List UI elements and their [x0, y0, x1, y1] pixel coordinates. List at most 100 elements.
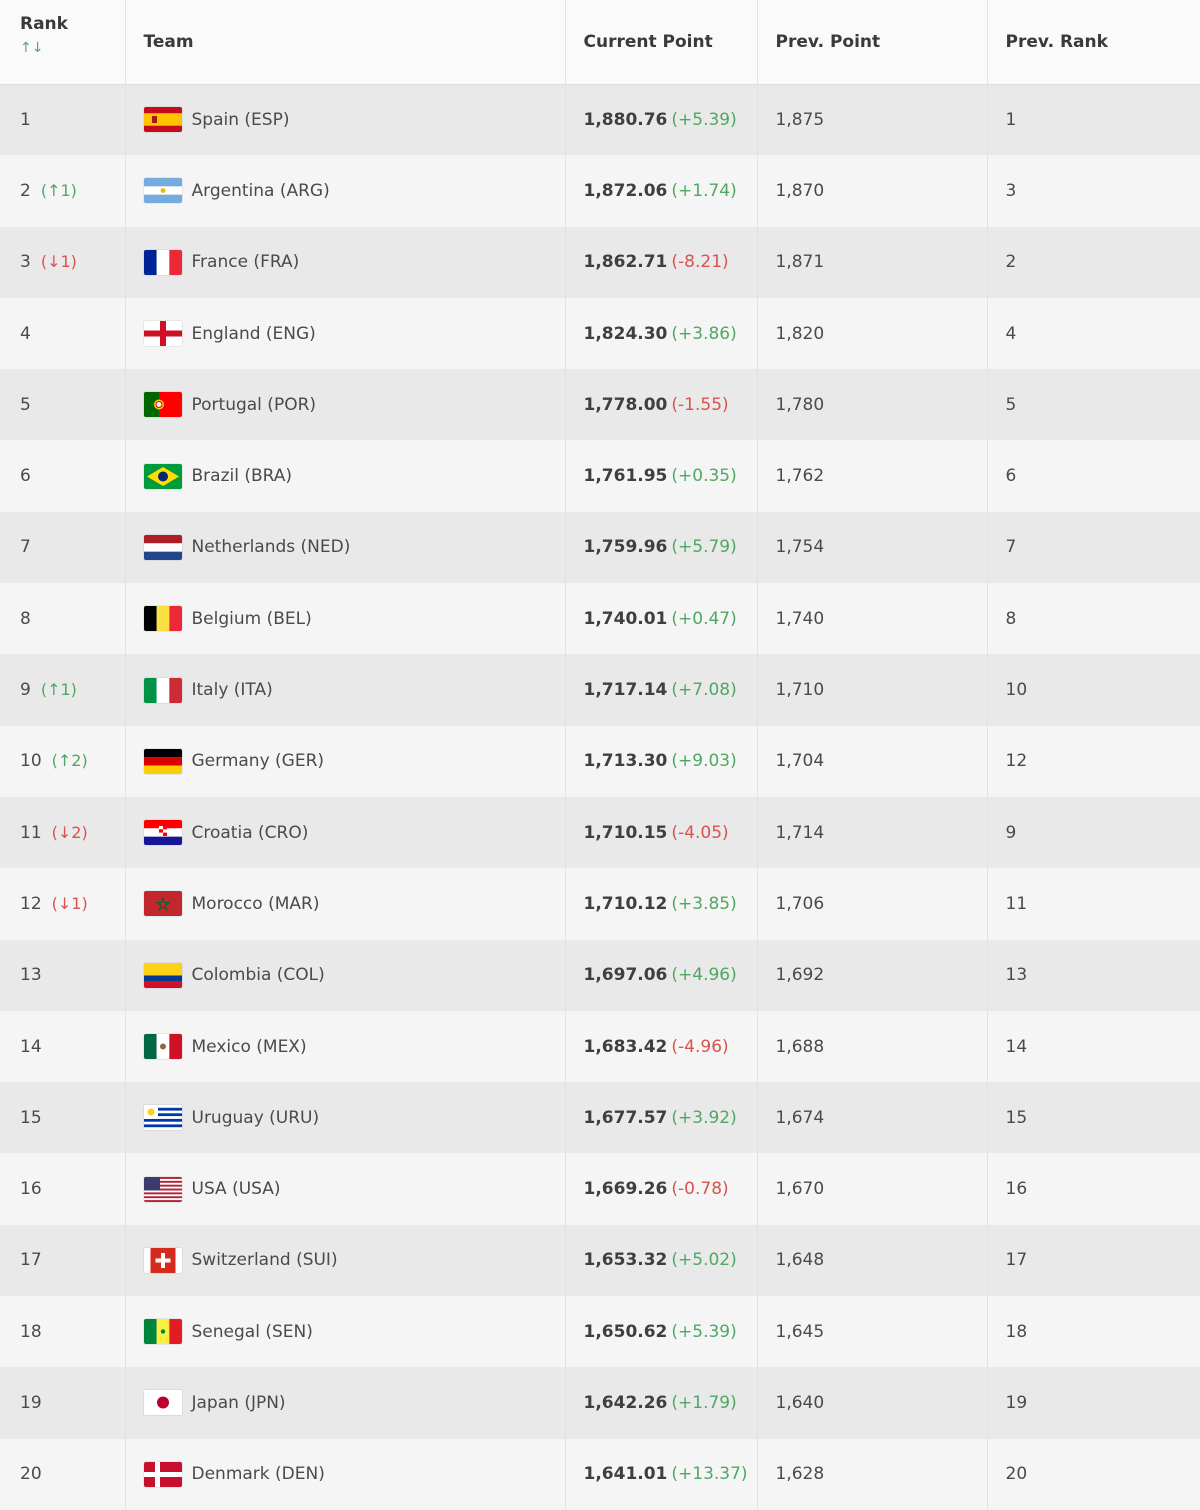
table-row: 2 (↑1) Argentina (ARG) 1,872.06 (+1.74) 1,870… [0, 155, 1200, 227]
team-cell[interactable]: Portugal (POR) [125, 369, 566, 441]
table-row: 20 Denmark (DEN) 1,641.01 (+13.37) 1,628 20 [0, 1438, 1200, 1510]
prev-rank-header[interactable]: Prev. Rank [987, 0, 1200, 85]
prev-point-cell: 1,645 [757, 1296, 988, 1368]
rank-cell: 15 [0, 1082, 126, 1154]
current-point-value: 1,641.01 [583, 1464, 668, 1485]
current-point-value: 1,683.42 [583, 1036, 668, 1057]
prev-rank-cell: 19 [1005, 1392, 1028, 1413]
rank-cell: 7 [0, 511, 126, 584]
prev-rank-cell: 7 [1005, 537, 1017, 558]
point-delta: (+4.96) [671, 965, 737, 986]
team-cell[interactable]: Japan (JPN) [125, 1367, 566, 1439]
team-cell[interactable]: Denmark (DEN) [125, 1438, 566, 1510]
rank-value: 16 [20, 1179, 42, 1200]
prev-point-cell: 1,740 [757, 583, 988, 655]
prev-rank-cell: 4 [1005, 323, 1017, 344]
team-cell[interactable]: Argentina (ARG) [125, 155, 566, 227]
rank-header[interactable]: Rank ↑↓ [0, 0, 126, 85]
point-delta: (+1.79) [671, 1392, 737, 1413]
team-name[interactable]: Mexico (MEX) [191, 1036, 307, 1057]
team-cell[interactable]: USA (USA) [125, 1153, 566, 1225]
team-name[interactable]: Netherlands (NED) [191, 537, 351, 558]
team-name[interactable]: Uruguay (URU) [191, 1107, 320, 1128]
team-name[interactable]: France (FRA) [191, 252, 300, 273]
team-name[interactable]: Senegal (SEN) [191, 1321, 313, 1342]
team-cell[interactable]: Morocco (MAR) [125, 868, 566, 940]
flag-arg-icon [143, 178, 182, 204]
point-delta: (+3.92) [671, 1107, 737, 1128]
flag-por-icon [143, 392, 182, 418]
rank-cell: 9 (↑1) [0, 654, 126, 726]
team-cell[interactable]: Mexico (MEX) [125, 1010, 566, 1083]
prev-point-cell: 1,674 [757, 1082, 988, 1154]
team-name[interactable]: England (ENG) [191, 323, 316, 344]
current-point-value: 1,697.06 [583, 965, 668, 986]
point-delta: (+0.47) [671, 608, 737, 629]
team-name[interactable]: Spain (ESP) [191, 109, 290, 130]
team-name[interactable]: Germany (GER) [191, 751, 325, 772]
current-point-value: 1,713.30 [583, 751, 668, 772]
team-name[interactable]: Denmark (DEN) [191, 1464, 325, 1485]
rank-value: 3 [20, 252, 31, 273]
team-name[interactable]: Argentina (ARG) [191, 180, 330, 201]
table-row: 4 England (ENG) 1,824.30 (+3.86) 1,820 4 [0, 297, 1200, 370]
team-cell[interactable]: Brazil (BRA) [125, 440, 566, 512]
team-cell[interactable]: Uruguay (URU) [125, 1082, 566, 1154]
current-point-cell: 1,872.06 (+1.74) [565, 155, 758, 227]
current-point-cell: 1,669.26 (-0.78) [565, 1153, 758, 1225]
flag-bra-icon [143, 463, 182, 489]
team-cell[interactable]: Switzerland (SUI) [125, 1224, 566, 1297]
current-point-cell: 1,710.15 (-4.05) [565, 796, 758, 869]
team-header[interactable]: Team [125, 0, 566, 85]
team-cell[interactable]: Netherlands (NED) [125, 511, 566, 584]
rank-change: (↓1) [51, 893, 88, 913]
rank-value: 19 [20, 1392, 42, 1413]
rank-value: 7 [20, 537, 31, 558]
sort-icon[interactable]: ↑↓ [20, 40, 44, 56]
team-cell[interactable]: Croatia (CRO) [125, 796, 566, 869]
prev-point-cell: 1,780 [757, 369, 988, 441]
rank-cell: 2 (↑1) [0, 155, 126, 227]
prev-rank-cell: 9 [1005, 822, 1017, 843]
team-name[interactable]: Belgium (BEL) [191, 608, 312, 629]
team-cell[interactable]: Italy (ITA) [125, 654, 566, 726]
team-cell[interactable]: Germany (GER) [125, 725, 566, 797]
flag-mex-icon [143, 1034, 182, 1059]
team-name[interactable]: Italy (ITA) [191, 680, 273, 701]
flag-ita-icon [143, 677, 182, 703]
team-name[interactable]: Morocco (MAR) [191, 893, 320, 914]
prev-rank-cell: 17 [1005, 1250, 1028, 1271]
prev-rank-cell: 15 [1005, 1107, 1028, 1128]
team-cell[interactable]: Belgium (BEL) [125, 583, 566, 655]
point-delta: (-4.96) [671, 1036, 729, 1057]
rank-value: 2 [20, 180, 31, 201]
rank-change: (↑1) [40, 180, 77, 200]
current-point-cell: 1,710.12 (+3.85) [565, 868, 758, 940]
point-delta: (+1.74) [671, 180, 737, 201]
team-name[interactable]: Switzerland (SUI) [191, 1250, 338, 1271]
prev-point-cell: 1,754 [757, 511, 988, 584]
prev-point-cell: 1,706 [757, 868, 988, 940]
team-cell[interactable]: Spain (ESP) [125, 84, 566, 156]
team-cell[interactable]: France (FRA) [125, 226, 566, 298]
team-name[interactable]: Portugal (POR) [191, 394, 317, 415]
team-cell[interactable]: England (ENG) [125, 297, 566, 370]
rank-header-label: Rank [20, 14, 68, 34]
current-point-value: 1,880.76 [583, 109, 668, 130]
flag-esp-icon [143, 107, 182, 133]
prev-rank-cell: 14 [1005, 1036, 1028, 1057]
rank-cell: 1 [0, 84, 126, 156]
team-name[interactable]: Colombia (COL) [191, 965, 325, 986]
prev-point-header[interactable]: Prev. Point [757, 0, 988, 85]
team-name[interactable]: USA (USA) [191, 1179, 281, 1200]
team-cell[interactable]: Senegal (SEN) [125, 1296, 566, 1368]
flag-fra-icon [143, 249, 182, 275]
team-name[interactable]: Japan (JPN) [191, 1392, 286, 1413]
current-point-value: 1,824.30 [583, 323, 668, 344]
current-point-value: 1,677.57 [583, 1107, 668, 1128]
team-cell[interactable]: Colombia (COL) [125, 939, 566, 1011]
team-name[interactable]: Brazil (BRA) [191, 466, 293, 487]
rank-value: 8 [20, 608, 31, 629]
team-name[interactable]: Croatia (CRO) [191, 822, 309, 843]
current-point-header[interactable]: Current Point [565, 0, 758, 85]
